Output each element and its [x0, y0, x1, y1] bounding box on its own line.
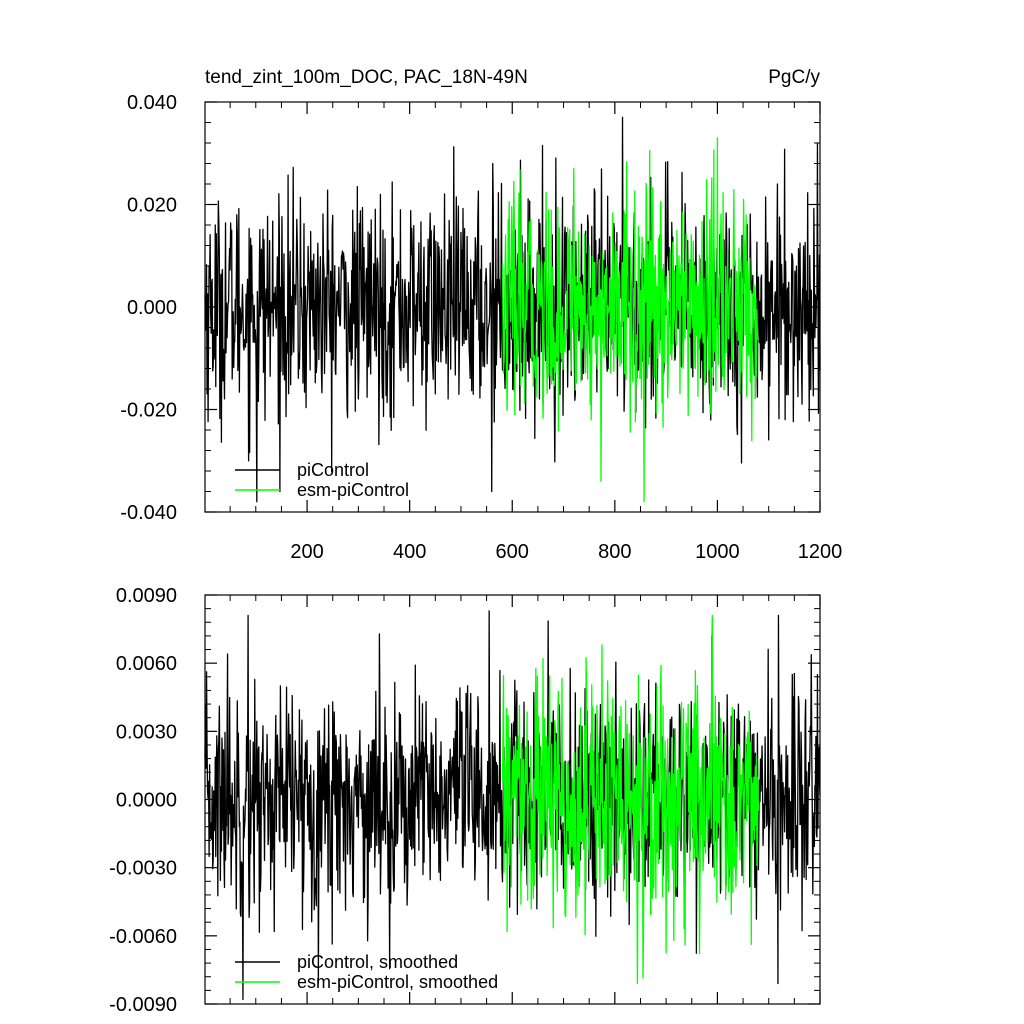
x-tick-label: 200: [290, 541, 323, 563]
y-tick-label: 0.040: [127, 92, 177, 114]
y-tick-label: -0.0030: [109, 858, 177, 880]
y-tick-label: 0.000: [127, 297, 177, 319]
y-tick-label: -0.0090: [109, 994, 177, 1016]
y-tick-label: -0.020: [120, 400, 177, 422]
x-tick-label: 1200: [798, 541, 843, 563]
x-tick-label: 1000: [695, 541, 740, 563]
legend-label: piControl: [297, 460, 369, 480]
panel-bottom: -0.0090 -0.0060 -0.0030 0.0000 0.0030 0.0060 0…: [109, 585, 821, 1016]
y-tick-label: -0.040: [120, 502, 177, 524]
legend-label: piControl, smoothed: [297, 952, 458, 972]
series-layer: [204, 116, 821, 503]
x-tick-label: 600: [496, 541, 529, 563]
axes-layer: -0.0090 -0.0060 -0.0030 0.0000 0.0030 0.0060 0…: [109, 585, 821, 1016]
legend-label: esm-piControl: [297, 480, 409, 500]
legend-label: esm-piControl, smoothed: [297, 972, 498, 992]
y-tick-label: 0.020: [127, 195, 177, 217]
panel-top: tend_zint_100m_DOC, PAC_18N-49N PgC/y -0…: [120, 67, 842, 563]
axes-layer: -0.040 -0.020 0.000 0.020 0.040 200 400 600 800 1…: [120, 92, 842, 563]
x-tick-label: 400: [393, 541, 426, 563]
y-tick-label: 0.0000: [116, 790, 177, 812]
x-tick-label: 800: [598, 541, 631, 563]
series-line-esm-picontrol: [501, 614, 760, 985]
series-line-esm-picontrol: [501, 137, 760, 503]
chart-units: PgC/y: [768, 67, 820, 88]
y-tick-label: 0.0030: [116, 721, 177, 743]
chart-title: tend_zint_100m_DOC, PAC_18N-49N: [205, 67, 528, 88]
y-tick-label: 0.0090: [116, 585, 177, 607]
y-tick-label: 0.0060: [116, 653, 177, 675]
series-layer: [204, 610, 821, 1001]
y-tick-label: -0.0060: [109, 926, 177, 948]
